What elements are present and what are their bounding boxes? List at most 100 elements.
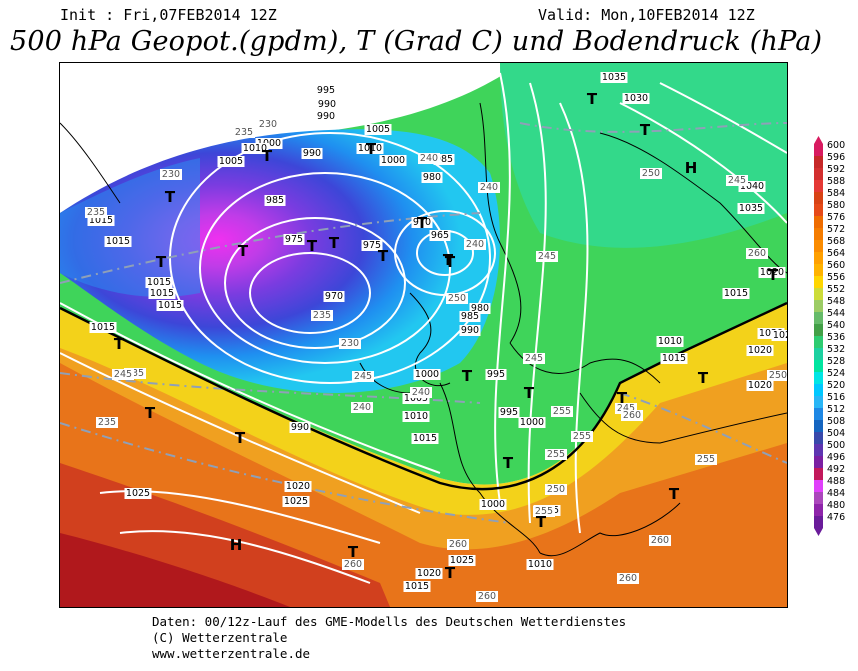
- scale-tick-label: 480: [827, 500, 845, 511]
- pressure-label: 1015: [403, 581, 431, 592]
- high-pressure-center: H: [230, 536, 243, 554]
- temperature-label: 230: [160, 169, 182, 180]
- svg-text:245: 245: [114, 369, 132, 380]
- svg-text:260: 260: [478, 591, 496, 602]
- svg-text:240: 240: [353, 402, 371, 413]
- scale-swatch: [814, 240, 823, 252]
- svg-text:240: 240: [412, 387, 430, 398]
- scale-swatch: [814, 432, 823, 444]
- blue-west: [60, 158, 200, 297]
- svg-text:1020: 1020: [748, 380, 772, 391]
- pressure-label: 1015: [411, 433, 439, 444]
- pressure-label: 1015: [145, 277, 173, 288]
- svg-text:1020: 1020: [417, 568, 441, 579]
- temperature-label: 235: [85, 207, 107, 218]
- pressure-label: 1000: [379, 155, 407, 166]
- isotherms: [60, 122, 787, 524]
- pressure-label: 985: [459, 311, 481, 322]
- svg-text:245: 245: [538, 251, 556, 262]
- temperature-label: 235: [124, 368, 146, 379]
- svg-text:255: 255: [535, 506, 553, 517]
- scale-swatch: [814, 144, 823, 156]
- pressure-label: 1015: [104, 236, 132, 247]
- svg-text:970: 970: [413, 217, 431, 228]
- pressure-label: 1010: [356, 143, 384, 154]
- temperature-label: 255: [533, 506, 555, 517]
- temperature-label: 260: [447, 539, 469, 550]
- svg-text:1010: 1010: [243, 143, 267, 154]
- pressure-label: 995: [315, 85, 337, 96]
- svg-text:1035: 1035: [602, 72, 626, 83]
- scale-tick-label: 560: [827, 260, 845, 271]
- svg-text:255: 255: [697, 454, 715, 465]
- scale-swatch: [814, 504, 823, 516]
- scale-bottom-arrow: [814, 528, 823, 536]
- svg-text:1010: 1010: [528, 559, 552, 570]
- svg-text:1015: 1015: [106, 236, 130, 247]
- svg-text:1020: 1020: [760, 267, 784, 278]
- temperature-label: 245: [352, 371, 374, 382]
- scale-tick-label: 572: [827, 224, 845, 235]
- svg-text:995: 995: [487, 369, 505, 380]
- scale-tick-label: 536: [827, 332, 845, 343]
- scale-swatch: [814, 360, 823, 372]
- scale-tick-label: 600: [827, 140, 845, 151]
- scale-swatch: [814, 228, 823, 240]
- pressure-label: 1010: [241, 143, 269, 154]
- svg-text:1000: 1000: [257, 138, 281, 149]
- scale-swatch: [814, 492, 823, 504]
- scale-swatch: [814, 324, 823, 336]
- scale-swatch: [814, 168, 823, 180]
- valid-time: Valid: Mon,10FEB2014 12Z: [538, 6, 755, 24]
- scale-tick-label: 552: [827, 284, 845, 295]
- svg-text:245: 245: [617, 403, 635, 414]
- svg-text:1025: 1025: [284, 496, 308, 507]
- svg-text:1015: 1015: [150, 288, 174, 299]
- low-pressure-center: T: [443, 251, 454, 269]
- svg-text:235: 235: [235, 127, 253, 138]
- svg-text:1005: 1005: [219, 156, 243, 167]
- svg-text:980: 980: [471, 303, 489, 314]
- scale-tick-label: 520: [827, 380, 845, 391]
- temperature-label: 250: [640, 168, 662, 179]
- svg-text:260: 260: [748, 248, 766, 259]
- pressure-label: 1015: [156, 300, 184, 311]
- low-pressure-center: T: [640, 121, 651, 139]
- scale-tick-label: 500: [827, 440, 845, 451]
- scale-swatch: [814, 300, 823, 312]
- pressure-label: 1005: [364, 124, 392, 135]
- low-pressure-center: T: [307, 237, 318, 255]
- pressure-label: 1020: [284, 481, 312, 492]
- svg-text:235: 235: [126, 368, 144, 379]
- svg-text:260: 260: [344, 559, 362, 570]
- svg-text:235: 235: [313, 310, 331, 321]
- pressure-label: 990: [301, 148, 323, 159]
- warm-zone-deep-red: [60, 533, 290, 607]
- svg-text:255: 255: [553, 406, 571, 417]
- color-scale-svg: 6005965925885845805765725685645605565525…: [814, 136, 845, 536]
- scale-swatch: [814, 408, 823, 420]
- scale-tick-label: 488: [827, 476, 845, 487]
- scale-swatch: [814, 312, 823, 324]
- pressure-label: 1020: [746, 380, 774, 391]
- low-pressure-center: T: [462, 367, 473, 385]
- init-time: Init : Fri,07FEB2014 12Z: [60, 6, 277, 24]
- scale-tick-label: 556: [827, 272, 845, 283]
- temperature-labels: 2302352352302402402452502602452402502352…: [85, 119, 787, 602]
- svg-text:240: 240: [466, 239, 484, 250]
- scale-swatch: [814, 204, 823, 216]
- svg-text:255: 255: [547, 449, 565, 460]
- pressure-label: 1015: [87, 215, 115, 226]
- svg-text:1010: 1010: [658, 336, 682, 347]
- svg-text:985: 985: [435, 154, 453, 165]
- svg-text:1040: 1040: [740, 181, 764, 192]
- pressure-label: 970: [411, 217, 433, 228]
- svg-text:990: 990: [461, 325, 479, 336]
- temperature-label: 235: [311, 310, 333, 321]
- temperature-label: 250: [446, 293, 468, 304]
- low-pressure-center: T: [417, 214, 428, 232]
- pressure-label: 985: [264, 195, 286, 206]
- pressure-label: 1025: [448, 555, 476, 566]
- high-pressure-center: H: [685, 159, 698, 177]
- svg-text:230: 230: [162, 169, 180, 180]
